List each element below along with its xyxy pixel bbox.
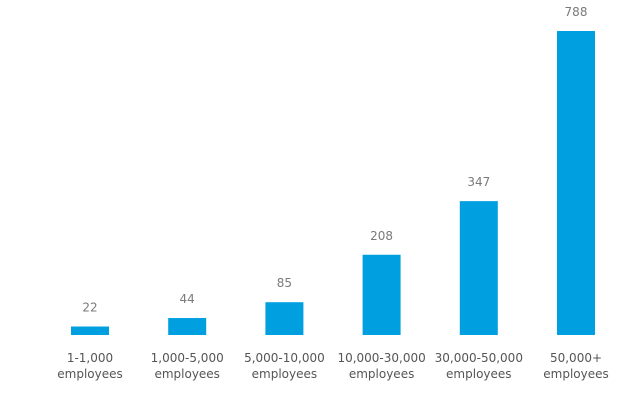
x-tick-label-6: 50,000+ employees [543,351,608,381]
value-label-4: 208 [370,229,393,243]
bar-1 [71,326,109,335]
value-label-2: 44 [180,292,195,306]
bar-6 [557,31,595,335]
value-label-6: 788 [565,5,588,19]
x-tick-label-5: 30,000-50,000 employees [435,351,523,381]
x-tick-label-2: 1,000-5,000 employees [151,351,224,381]
x-tick-label-2-line-2: employees [154,367,219,381]
x-tick-label-1: 1-1,000 employees [57,351,122,381]
bar-2 [168,318,207,335]
x-tick-label-6-line-1: 50,000+ [550,351,602,365]
value-label-5: 347 [467,175,490,189]
x-tick-label-3-line-1: 5,000-10,000 [244,351,325,365]
bar-3 [265,302,304,335]
x-tick-label-3: 5,000-10,000 employees [244,351,325,381]
value-labels-group: 22 44 85 208 347 788 [82,5,587,315]
x-tick-label-4-line-2: employees [349,367,414,381]
bars-group [71,31,595,335]
bar-4 [362,254,401,335]
x-tick-label-6-line-2: employees [543,367,608,381]
value-label-3: 85 [277,276,292,290]
x-tick-label-1-line-1: 1-1,000 [67,351,113,365]
x-tick-label-4: 10,000-30,000 employees [337,351,425,381]
value-label-1: 22 [82,301,97,315]
x-tick-label-3-line-2: employees [252,367,317,381]
bar-5 [459,201,498,335]
x-tick-label-4-line-1: 10,000-30,000 [337,351,425,365]
x-tick-label-1-line-2: employees [57,367,122,381]
x-tick-label-2-line-1: 1,000-5,000 [151,351,224,365]
x-tick-label-5-line-2: employees [446,367,511,381]
x-tick-label-5-line-1: 30,000-50,000 [435,351,523,365]
